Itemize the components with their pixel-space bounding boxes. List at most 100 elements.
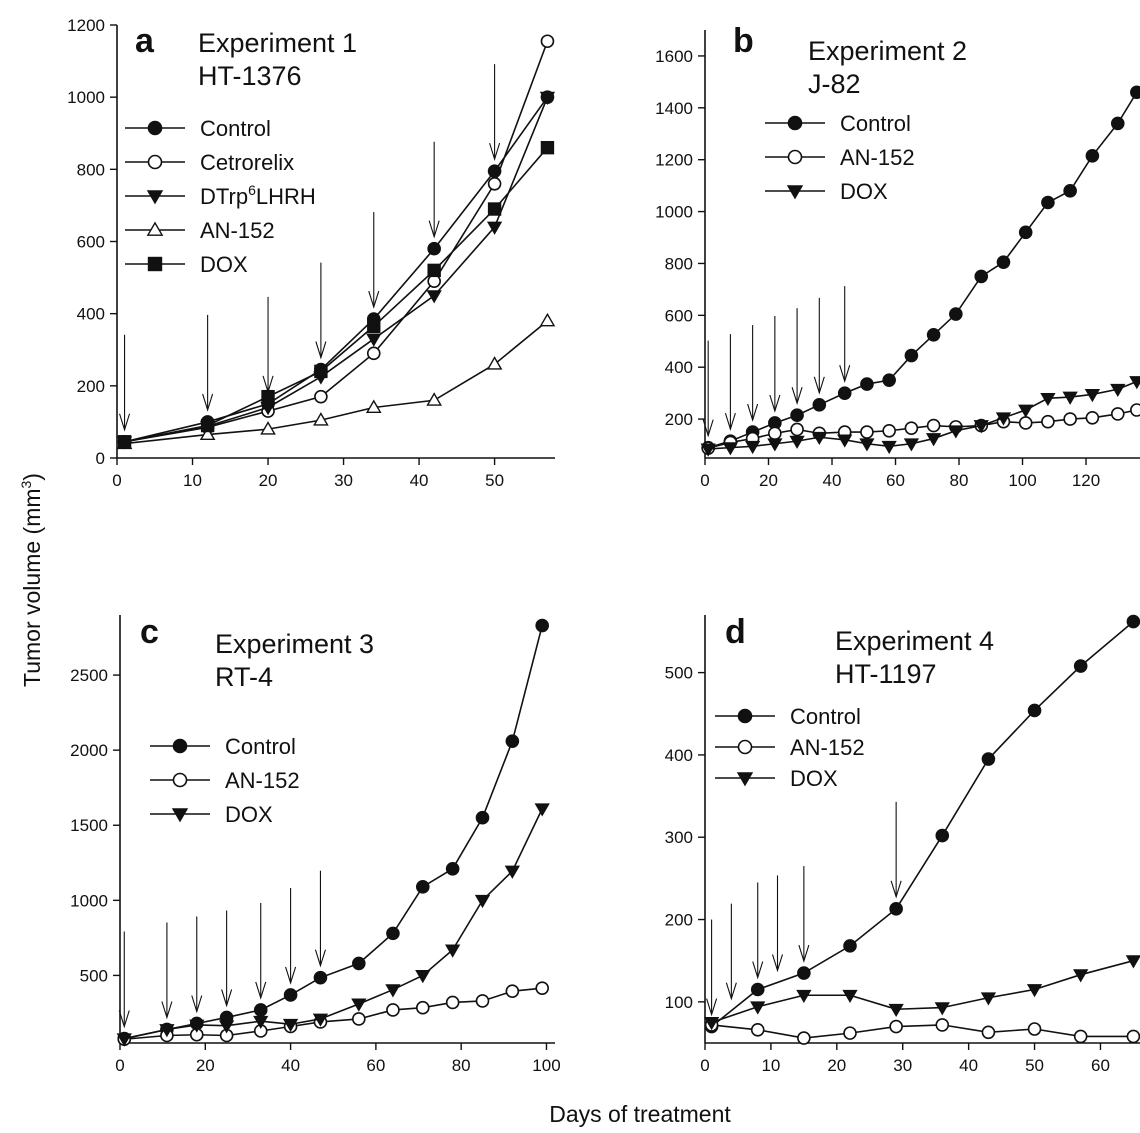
treatment-arrow-head	[119, 413, 131, 432]
y-tick-label: 1500	[70, 816, 108, 835]
data-point	[925, 433, 942, 447]
y-tick-label: 1200	[655, 151, 693, 170]
data-point	[1026, 984, 1043, 998]
data-point	[703, 1017, 720, 1031]
treatment-arrow-head	[161, 1001, 173, 1020]
treatment-arrow-head	[118, 1010, 130, 1029]
data-point	[159, 1024, 175, 1038]
data-point	[882, 373, 896, 387]
data-point	[888, 1003, 904, 1018]
series-line-control	[711, 620, 1134, 1028]
treatment-arrow-head	[191, 995, 203, 1014]
x-tick-label: 100	[532, 1056, 560, 1075]
data-point	[1126, 1029, 1140, 1044]
y-tick-label: 600	[77, 233, 105, 252]
data-point	[790, 422, 804, 437]
data-point	[486, 221, 503, 235]
treatment-arrow-head	[752, 961, 764, 980]
data-point	[1018, 416, 1033, 430]
y-tick-label: 0	[96, 449, 105, 468]
data-point	[973, 420, 989, 434]
treatment-arrow-head	[702, 419, 714, 438]
series-line-dox	[711, 959, 1134, 1024]
legend-label: Cetrorelix	[200, 150, 294, 175]
data-point	[539, 312, 556, 327]
data-point	[260, 421, 276, 435]
data-point	[1110, 116, 1125, 131]
legend-marker	[736, 772, 754, 787]
x-tick-label: 60	[366, 1056, 385, 1075]
x-tick-label: 0	[115, 1056, 124, 1075]
legend-label: AN-152	[790, 735, 865, 760]
series-line-control	[124, 96, 549, 443]
data-point	[949, 307, 963, 321]
panel-c: 0 20 40 60 80 100 500 1000 1500 2000 2500 c Experime…	[70, 613, 560, 1075]
data-point	[487, 202, 502, 216]
legend-marker	[172, 772, 188, 788]
data-point	[881, 440, 897, 455]
treatment-arrow-head	[428, 220, 440, 239]
data-point	[926, 327, 941, 342]
x-tick-label: 80	[950, 471, 969, 490]
data-point	[812, 398, 827, 412]
treatment-arrow-head	[725, 982, 737, 1001]
data-point	[1129, 376, 1140, 390]
y-tick-label: 400	[665, 746, 693, 765]
legend-marker	[171, 808, 189, 823]
data-point	[261, 389, 275, 404]
y-tick-label: 500	[80, 966, 108, 985]
y-axis-label: Tumor volume (mm3)	[18, 473, 45, 687]
treatment-arrow-head	[285, 966, 297, 985]
data-point	[313, 412, 329, 426]
data-point	[540, 140, 555, 155]
y-tick-label: 300	[665, 828, 693, 847]
data-point	[859, 438, 875, 452]
data-point	[313, 970, 328, 985]
y-tick-label: 100	[665, 993, 693, 1012]
data-point	[1125, 955, 1140, 969]
data-point	[837, 386, 852, 400]
data-point	[843, 1026, 857, 1040]
data-point	[535, 618, 550, 633]
data-point	[540, 34, 555, 49]
data-point	[995, 412, 1012, 426]
data-point	[117, 435, 132, 449]
x-tick-label: 0	[700, 1056, 709, 1075]
treatment-arrow-head	[771, 954, 784, 973]
data-point	[351, 998, 367, 1012]
data-point	[843, 939, 857, 953]
data-point	[750, 1023, 765, 1037]
data-point	[475, 994, 490, 1008]
data-point	[926, 418, 941, 433]
legend-label: DTrp6LHRH	[200, 182, 316, 209]
data-point	[1062, 391, 1078, 405]
panel-letter: c	[140, 613, 159, 651]
data-point	[116, 1033, 132, 1047]
data-point	[904, 421, 919, 435]
panel-letter: d	[725, 613, 746, 651]
data-point	[935, 828, 950, 843]
data-point	[744, 440, 761, 455]
x-tick-label: 60	[1091, 1056, 1110, 1075]
series-line-cetrorelix	[124, 40, 549, 443]
treatment-arrow-head	[813, 376, 825, 395]
data-point	[889, 902, 903, 916]
data-point	[1041, 195, 1055, 210]
data-point	[534, 803, 550, 817]
data-point	[427, 241, 441, 256]
treatment-arrow-head	[724, 412, 736, 431]
data-point	[1040, 392, 1056, 407]
y-tick-label: 800	[665, 254, 693, 273]
y-tick-label: 400	[77, 305, 105, 324]
data-point	[253, 1003, 268, 1017]
data-point	[314, 389, 328, 404]
data-point	[935, 1018, 950, 1032]
y-tick-label: 500	[665, 664, 693, 683]
data-point	[1073, 969, 1089, 983]
data-point	[474, 894, 491, 909]
data-point	[722, 442, 739, 456]
y-tick-label: 2000	[70, 741, 108, 760]
legend-marker	[786, 185, 804, 200]
legend-label: Control	[225, 734, 296, 759]
data-point	[889, 1019, 903, 1034]
